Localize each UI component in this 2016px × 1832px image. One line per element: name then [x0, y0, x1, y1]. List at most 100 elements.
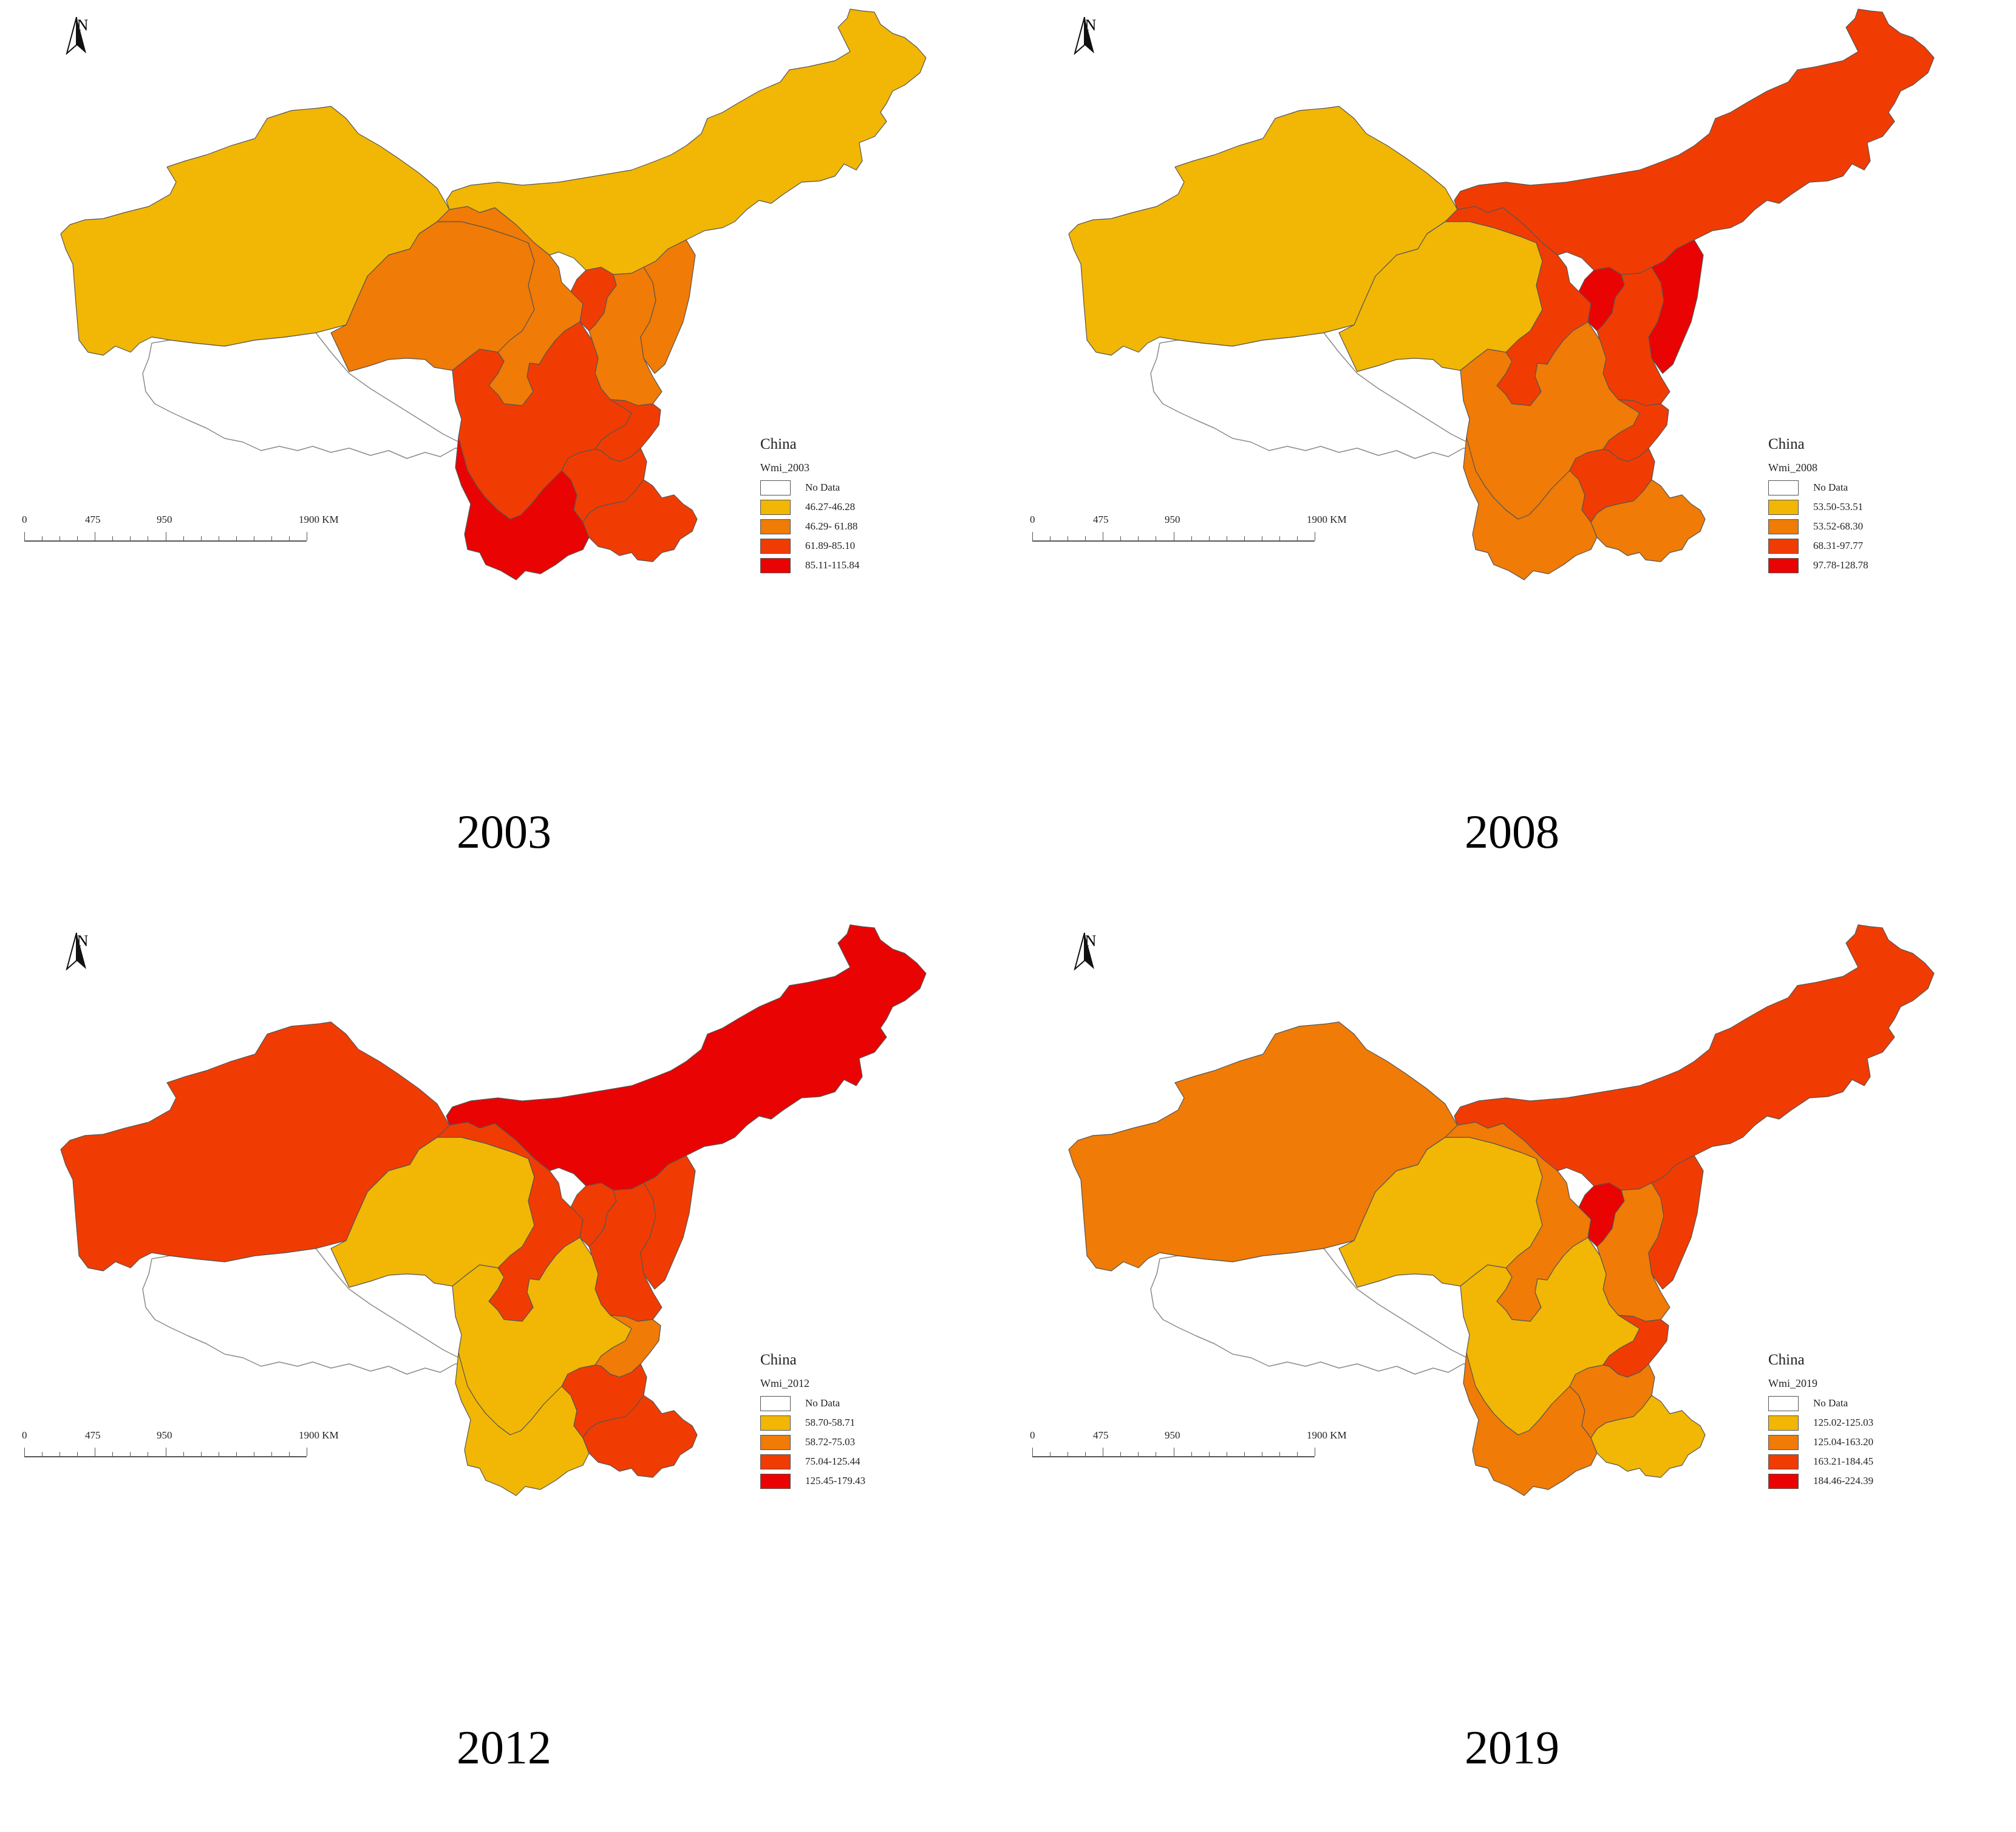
scale-tick — [1244, 1452, 1245, 1456]
arrow-glyph-icon — [1074, 17, 1094, 55]
scale-tick — [288, 536, 290, 540]
legend-label: No Data — [805, 1397, 840, 1409]
scale-label: 1900 KM — [299, 514, 339, 525]
map-panel-2019: N 0 475 950 1900 KM China Wmi_2019 No Data 125.0… — [1008, 916, 2016, 1831]
choropleth-map — [1068, 924, 1935, 1496]
legend-label: 125.04-163.20 — [1813, 1436, 1874, 1448]
legend-title: China — [1768, 436, 1805, 452]
scale-bar: 0 475 950 1900 KM — [1030, 514, 1348, 550]
north-arrow-icon: N — [1072, 933, 1109, 970]
legend-swatch — [1768, 480, 1799, 495]
year-caption: 2012 — [457, 1721, 551, 1774]
legend-swatch — [760, 499, 791, 515]
legend-item: No Data — [760, 1394, 865, 1413]
scale-tick — [77, 1452, 78, 1456]
legend-swatch — [760, 538, 791, 554]
scale-label: 475 — [85, 514, 101, 525]
scale-line — [1032, 1456, 1315, 1457]
region-guangxi — [1590, 479, 1706, 562]
scale-bar: 0 475 950 1900 KM — [22, 514, 340, 550]
legend-label: No Data — [1813, 1397, 1848, 1409]
legend-label: 61.89-85.10 — [805, 540, 856, 551]
scale-label: 1900 KM — [1307, 514, 1347, 525]
map-panel-2008: N 0 475 950 1900 KM China Wmi_2008 No Data 53.50… — [1008, 0, 2016, 916]
legend-label: 184.46-224.39 — [1813, 1475, 1874, 1486]
scale-label: 0 — [22, 1429, 27, 1441]
scale-tick — [1050, 1452, 1051, 1456]
scale-tick — [271, 536, 272, 540]
legend-swatch — [760, 1473, 791, 1489]
legend-swatch — [1768, 557, 1799, 573]
legend-label: 46.27-46.28 — [805, 501, 856, 512]
scale-label: 950 — [1165, 1429, 1180, 1441]
legend-item: 58.72-75.03 — [760, 1432, 865, 1452]
legend-item: 97.78-128.78 — [1768, 556, 1868, 575]
legend-item: 53.50-53.51 — [1768, 497, 1868, 517]
region-yunnan — [1463, 1352, 1598, 1496]
scale-tick — [42, 1452, 43, 1456]
scale-line — [24, 1456, 307, 1457]
scale-tick — [1191, 536, 1192, 540]
region-guangxi — [1590, 1395, 1706, 1478]
region-yunnan — [1463, 437, 1598, 581]
legend-label: 75.04-125.44 — [805, 1456, 860, 1467]
scale-tick — [24, 1448, 25, 1456]
north-arrow-icon: N — [1072, 17, 1109, 55]
legend-item: 53.52-68.30 — [1768, 517, 1868, 536]
scale-tick — [1191, 1452, 1192, 1456]
legend-swatch — [760, 557, 791, 573]
legend-label: 46.29- 61.88 — [805, 520, 858, 532]
scale-label: 475 — [1093, 1429, 1109, 1441]
scale-tick — [42, 536, 43, 540]
legend-label: 68.31-97.77 — [1813, 540, 1864, 551]
legend-label: 163.21-184.45 — [1813, 1456, 1874, 1467]
legend-item: 58.70-58.71 — [760, 1413, 865, 1432]
scale-tick — [77, 536, 78, 540]
arrow-glyph-icon — [1074, 933, 1094, 970]
scale-tick — [112, 1452, 114, 1456]
legend-field-name: Wmi_2003 — [760, 461, 809, 474]
map-legend: China Wmi_2019 No Data 125.02-125.03 125.04-… — [1768, 1352, 1873, 1491]
scale-label: 0 — [1030, 1429, 1035, 1441]
legend-swatch — [760, 519, 791, 534]
scale-label: 1900 KM — [299, 1429, 339, 1441]
scale-tick — [112, 536, 114, 540]
legend-item: 184.46-224.39 — [1768, 1471, 1873, 1491]
arrow-glyph-icon — [66, 933, 86, 970]
legend-title: China — [760, 436, 797, 452]
choropleth-map — [60, 9, 927, 581]
legend-item: 68.31-97.77 — [1768, 536, 1868, 556]
scale-label: 950 — [1165, 514, 1180, 525]
region-yunnan — [455, 1352, 590, 1496]
scale-label: 0 — [22, 514, 27, 525]
legend-label: No Data — [805, 482, 840, 493]
scale-tick — [1050, 536, 1051, 540]
scale-tick — [1208, 536, 1210, 540]
legend-swatch — [1768, 1395, 1799, 1411]
legend-swatch — [1768, 499, 1799, 515]
legend-item: 46.27-46.28 — [760, 497, 859, 517]
scale-tick — [1296, 1452, 1298, 1456]
legend-item: No Data — [1768, 1394, 1873, 1413]
scale-tick — [288, 1452, 290, 1456]
region-xinjiang — [60, 106, 450, 356]
scale-label: 950 — [157, 1429, 172, 1441]
legend-swatch — [1768, 1454, 1799, 1469]
scale-tick — [1120, 536, 1122, 540]
legend-item: No Data — [1768, 478, 1868, 497]
legend-item: 46.29- 61.88 — [760, 517, 859, 536]
region-shanxi — [1648, 1155, 1704, 1290]
scale-tick — [271, 1452, 272, 1456]
scale-tick — [1296, 536, 1298, 540]
region-yunnan — [455, 437, 590, 581]
region-xinjiang — [60, 1021, 450, 1272]
scale-tick — [200, 1452, 202, 1456]
legend-item: 75.04-125.44 — [760, 1452, 865, 1471]
legend-swatch — [760, 1395, 791, 1411]
legend-title: China — [760, 1352, 797, 1368]
scale-tick — [1138, 536, 1139, 540]
scale-tick — [1244, 536, 1245, 540]
legend-label: 53.50-53.51 — [1813, 501, 1864, 512]
legend-title: China — [1768, 1352, 1805, 1368]
choropleth-map — [60, 924, 927, 1496]
